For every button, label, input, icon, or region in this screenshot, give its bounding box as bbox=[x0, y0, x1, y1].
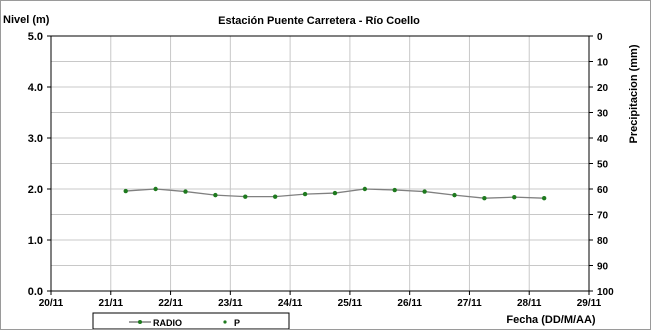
data-point-radio bbox=[362, 186, 368, 192]
data-point-radio bbox=[302, 191, 308, 197]
x-axis-title: Fecha (DD/M/AA) bbox=[506, 314, 596, 326]
y-tick-label: 0.0 bbox=[28, 286, 43, 298]
y2-axis-title: Precipitacion (mm) bbox=[628, 44, 640, 143]
data-point-radio bbox=[213, 192, 218, 198]
x-tick-label: 21/11 bbox=[99, 298, 124, 309]
y2-tick-label: 60 bbox=[597, 185, 609, 196]
x-tick-label: 27/11 bbox=[457, 298, 482, 309]
legend: RADIO P bbox=[92, 312, 290, 330]
data-point-radio bbox=[272, 194, 278, 199]
x-tick-label: 29/11 bbox=[577, 298, 602, 309]
data-point-radio bbox=[243, 194, 248, 199]
legend-p-label: P bbox=[234, 318, 240, 328]
y2-tick-label: 70 bbox=[597, 211, 609, 222]
chart-title: Estación Puente Carretera - Río Coello bbox=[218, 15, 420, 27]
y2-tick-label: 100 bbox=[597, 287, 614, 298]
water-level-chart: 0.0 1.0 2.0 3.0 4.0 5.0 0 10 20 30 40 50 60 70 80 90 10… bbox=[3, 14, 640, 330]
data-point-radio bbox=[512, 194, 517, 200]
y2-tick-label: 90 bbox=[597, 262, 609, 273]
y2-tick-label: 80 bbox=[597, 236, 609, 247]
x-tick-label: 23/11 bbox=[218, 298, 243, 309]
data-point-radio bbox=[392, 187, 397, 193]
data-point-radio bbox=[541, 195, 547, 201]
y-tick-label: 5.0 bbox=[28, 31, 43, 43]
x-tick-label: 20/11 bbox=[39, 298, 64, 309]
y2-tick-label: 30 bbox=[597, 109, 609, 120]
grid bbox=[51, 36, 589, 291]
data-point-radio bbox=[123, 188, 128, 194]
x-tick-label: 28/11 bbox=[517, 298, 542, 309]
series bbox=[123, 186, 547, 201]
x-tick-label: 25/11 bbox=[338, 298, 363, 309]
y-axis: 0.0 1.0 2.0 3.0 4.0 5.0 bbox=[28, 31, 51, 298]
legend-radio-label: RADIO bbox=[153, 318, 182, 328]
data-point-radio bbox=[153, 186, 158, 192]
data-point-radio bbox=[183, 189, 188, 194]
y-tick-label: 1.0 bbox=[28, 235, 43, 247]
x-tick-label: 22/11 bbox=[158, 298, 183, 309]
data-point-radio bbox=[452, 192, 457, 198]
y2-tick-label: 0 bbox=[597, 32, 603, 43]
y2-tick-label: 50 bbox=[597, 160, 609, 171]
y-tick-label: 4.0 bbox=[28, 82, 43, 94]
y2-tick-label: 10 bbox=[597, 58, 609, 69]
y-tick-label: 2.0 bbox=[28, 184, 43, 196]
legend-p-marker bbox=[223, 320, 227, 324]
data-point-radio bbox=[422, 189, 427, 194]
y-axis-title: Nivel (m) bbox=[3, 14, 50, 26]
x-tick-label: 24/11 bbox=[278, 298, 303, 309]
data-point-radio bbox=[332, 190, 338, 196]
legend-box bbox=[92, 312, 290, 330]
x-axis: 20/11 21/11 22/11 23/11 24/11 25/11 26/11 27/11… bbox=[39, 291, 602, 309]
y2-tick-label: 20 bbox=[597, 83, 609, 94]
x-tick-label: 26/11 bbox=[397, 298, 422, 309]
y2-tick-label: 40 bbox=[597, 134, 609, 145]
data-point-radio bbox=[482, 195, 487, 201]
y-tick-label: 3.0 bbox=[28, 133, 43, 145]
y2-axis: 0 10 20 30 40 50 60 70 80 90 100 bbox=[589, 32, 614, 298]
legend-radio-marker bbox=[138, 320, 142, 324]
